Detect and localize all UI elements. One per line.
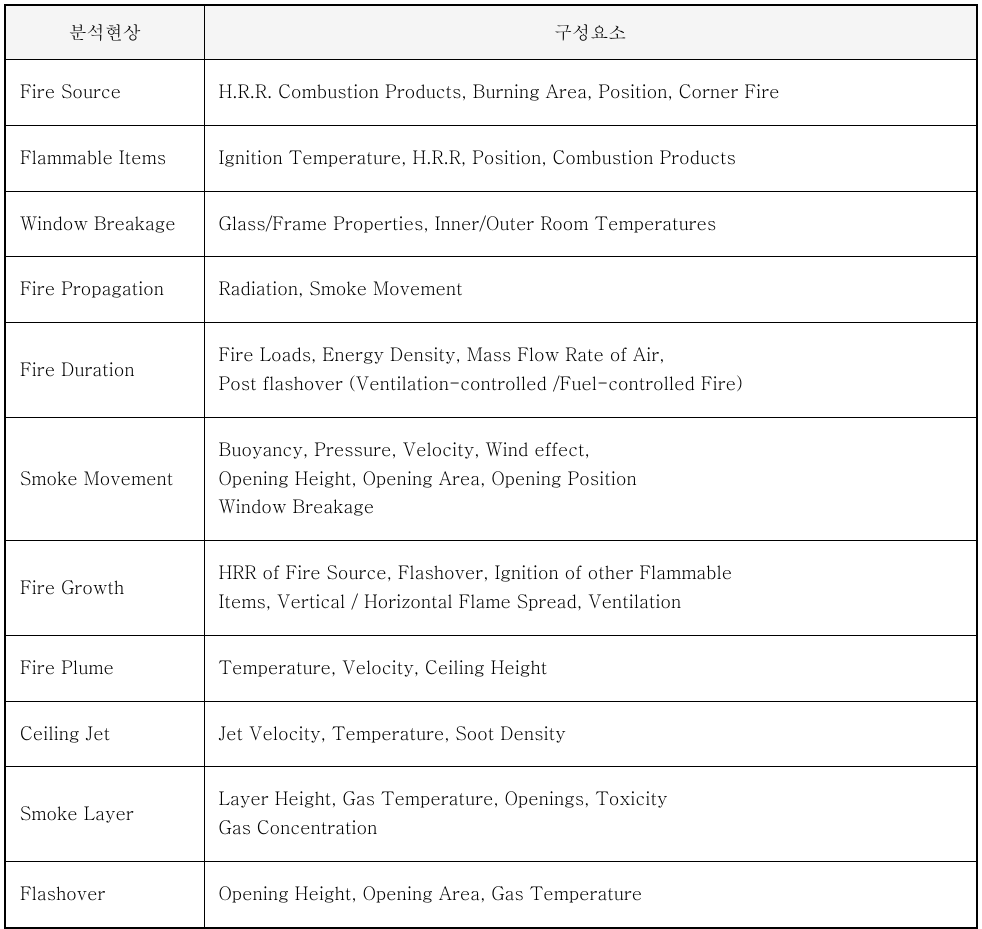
cell-phenomenon: Flammable Items bbox=[6, 125, 204, 191]
cell-components: Glass/Frame Properties, Inner/Outer Room… bbox=[204, 191, 976, 257]
cell-phenomenon: Fire Propagation bbox=[6, 257, 204, 323]
table-row: Window Breakage Glass/Frame Properties, … bbox=[6, 191, 976, 257]
table-row: Smoke Layer Layer Height, Gas Temperatur… bbox=[6, 767, 976, 862]
cell-phenomenon: Fire Duration bbox=[6, 323, 204, 418]
fire-analysis-table: 분석현상 구성요소 Fire Source H.R.R. Combustion … bbox=[6, 6, 976, 927]
cell-components: Fire Loads, Energy Density, Mass Flow Ra… bbox=[204, 323, 976, 418]
cell-components: Jet Velocity, Temperature, Soot Density bbox=[204, 701, 976, 767]
cell-components: Temperature, Velocity, Ceiling Height bbox=[204, 635, 976, 701]
table-row: Flashover Opening Height, Opening Area, … bbox=[6, 861, 976, 926]
table-row: Fire Propagation Radiation, Smoke Moveme… bbox=[6, 257, 976, 323]
column-header-phenomenon: 분석현상 bbox=[6, 6, 204, 60]
table-row: Fire Growth HRR of Fire Source, Flashove… bbox=[6, 541, 976, 636]
cell-phenomenon: Flashover bbox=[6, 861, 204, 926]
cell-phenomenon: Fire Plume bbox=[6, 635, 204, 701]
cell-phenomenon: Fire Growth bbox=[6, 541, 204, 636]
cell-phenomenon: Fire Source bbox=[6, 60, 204, 126]
cell-components: H.R.R. Combustion Products, Burning Area… bbox=[204, 60, 976, 126]
cell-components: HRR of Fire Source, Flashover, Ignition … bbox=[204, 541, 976, 636]
table-row: Ceiling Jet Jet Velocity, Temperature, S… bbox=[6, 701, 976, 767]
table-row: Fire Source H.R.R. Combustion Products, … bbox=[6, 60, 976, 126]
table-row: Fire Plume Temperature, Velocity, Ceilin… bbox=[6, 635, 976, 701]
cell-phenomenon: Ceiling Jet bbox=[6, 701, 204, 767]
table-header-row: 분석현상 구성요소 bbox=[6, 6, 976, 60]
cell-components: Layer Height, Gas Temperature, Openings,… bbox=[204, 767, 976, 862]
cell-phenomenon: Smoke Layer bbox=[6, 767, 204, 862]
fire-analysis-table-container: 분석현상 구성요소 Fire Source H.R.R. Combustion … bbox=[4, 4, 978, 929]
table-body: Fire Source H.R.R. Combustion Products, … bbox=[6, 60, 976, 927]
cell-components: Buoyancy, Pressure, Velocity, Wind effec… bbox=[204, 417, 976, 540]
cell-components: Radiation, Smoke Movement bbox=[204, 257, 976, 323]
table-row: Flammable Items Ignition Temperature, H.… bbox=[6, 125, 976, 191]
cell-phenomenon: Window Breakage bbox=[6, 191, 204, 257]
table-row: Fire Duration Fire Loads, Energy Density… bbox=[6, 323, 976, 418]
table-row: Smoke Movement Buoyancy, Pressure, Veloc… bbox=[6, 417, 976, 540]
column-header-components: 구성요소 bbox=[204, 6, 976, 60]
cell-components: Ignition Temperature, H.R.R, Position, C… bbox=[204, 125, 976, 191]
cell-phenomenon: Smoke Movement bbox=[6, 417, 204, 540]
cell-components: Opening Height, Opening Area, Gas Temper… bbox=[204, 861, 976, 926]
